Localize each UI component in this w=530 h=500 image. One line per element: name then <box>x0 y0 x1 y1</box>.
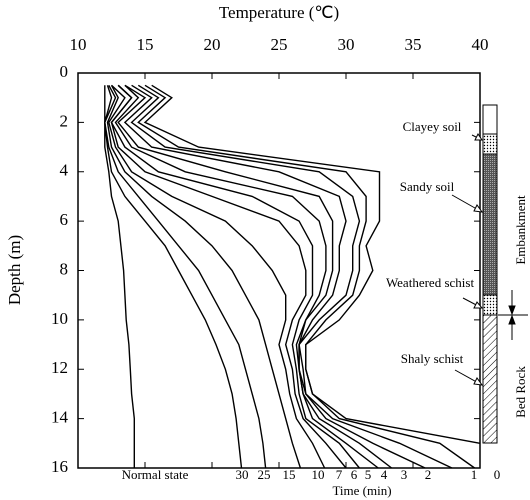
x-tick-label: 40 <box>472 35 489 54</box>
temperature-profile <box>110 84 347 469</box>
temperature-profile <box>130 84 453 469</box>
series-label: 5 <box>365 467 372 482</box>
annotation: Embankment <box>513 195 528 265</box>
y-tick-label: 0 <box>60 62 69 81</box>
y-tick-label: 12 <box>51 358 68 377</box>
temperature-profile <box>104 85 243 469</box>
series-label: 7 <box>336 467 343 482</box>
series-label: 1 <box>471 467 478 482</box>
series-label: 3 <box>401 467 408 482</box>
x-tick-label: 10 <box>70 35 87 54</box>
temperature-profile <box>123 84 426 469</box>
temperature-profile <box>117 84 393 469</box>
annotation: Shaly schist <box>401 351 464 366</box>
series-label: 10 <box>312 467 325 482</box>
y-tick-label: 6 <box>60 210 69 229</box>
soil-column <box>482 104 498 444</box>
annotation: Clayey soil <box>403 119 462 134</box>
y-tick-label: 8 <box>60 259 69 278</box>
annotation: Sandy soil <box>400 179 455 194</box>
temperature-profile <box>137 84 476 469</box>
temperature-profile <box>143 84 481 444</box>
y-tick-label: 2 <box>60 111 69 130</box>
series-label: Normal state <box>122 467 189 482</box>
series-label: 0 <box>494 467 501 482</box>
series-label: 2 <box>425 467 432 482</box>
temperature-profile <box>114 84 379 469</box>
chart-title: Temperature (℃) <box>219 3 339 22</box>
annotation-arrows <box>451 133 528 386</box>
y-tick-label: 4 <box>60 161 69 180</box>
series-label: 6 <box>351 467 358 482</box>
x-tick-label: 25 <box>271 35 288 54</box>
bottom-label: Time (min) <box>332 483 391 498</box>
y-axis-label: Depth (m) <box>5 235 24 305</box>
annotation: Weathered schist <box>386 275 475 290</box>
series-label: 15 <box>283 467 296 482</box>
x-tick-label: 30 <box>338 35 355 54</box>
x-tick-label: 15 <box>137 35 154 54</box>
series-label: 4 <box>381 467 388 482</box>
y-tick-label: 10 <box>51 309 68 328</box>
temperature-profile <box>110 84 360 469</box>
temperature-profile <box>104 85 135 468</box>
series-label: 30 <box>236 467 249 482</box>
temperature-profile <box>106 84 302 469</box>
y-tick-label: 14 <box>51 408 69 427</box>
temperature-profile <box>108 84 326 469</box>
series-label: 25 <box>258 467 271 482</box>
y-tick-label: 16 <box>51 457 68 476</box>
x-tick-label: 35 <box>405 35 422 54</box>
x-tick-label: 20 <box>204 35 221 54</box>
annotation: Bed Rock <box>513 366 528 418</box>
temperature-profile <box>104 84 267 469</box>
